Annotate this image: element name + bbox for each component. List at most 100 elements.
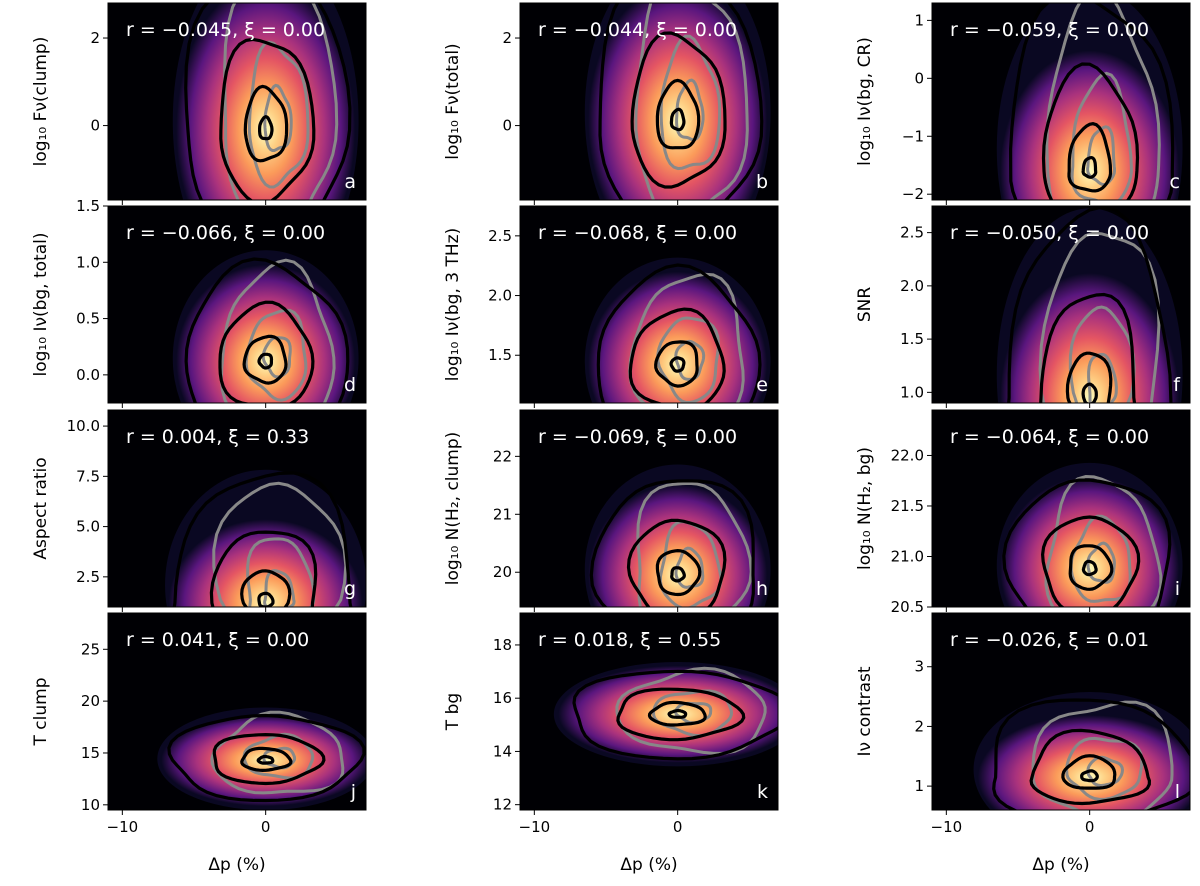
- data-contour: [654, 340, 699, 388]
- axes-frame: [519, 205, 779, 404]
- ytick-label: 0.0: [76, 366, 100, 384]
- data-contour: [630, 31, 727, 189]
- correlation-annotation: r = 0.041, ξ = 0.00: [126, 629, 309, 651]
- y-axis-label: SNR: [855, 287, 875, 323]
- data-contour: [218, 300, 315, 403]
- ytick-label: 1: [914, 777, 924, 795]
- panel-c: 1 0 −1 −2 log₁₀ Iν(bg, CR) r = −0.059, ξ = 0.…: [855, 2, 1191, 205]
- x-axis-label: Δp (%): [208, 855, 265, 875]
- data-contour: [628, 307, 726, 403]
- axes-frame: [931, 409, 1191, 608]
- ytick-label: 1.5: [900, 330, 924, 348]
- ytick-label: 20: [493, 563, 512, 581]
- density-map: [973, 691, 1190, 810]
- data-contour: [243, 84, 289, 163]
- data-contour: [1065, 351, 1113, 403]
- axes-frame: [519, 2, 779, 201]
- axes-frame: [107, 612, 367, 811]
- model-contour: [1045, 3, 1161, 200]
- model-contour: [263, 569, 296, 607]
- ytick-label: 21.5: [891, 497, 924, 515]
- y-axis-label: log₁₀ N(H₂, clump): [443, 432, 463, 586]
- xtick-label: 0: [261, 818, 271, 836]
- ytick-label: −2: [902, 185, 924, 203]
- correlation-annotation: r = −0.069, ξ = 0.00: [538, 426, 737, 448]
- model-contour: [246, 537, 316, 607]
- correlation-annotation: r = −0.050, ξ = 0.00: [950, 222, 1149, 244]
- y-axis-label: Aspect ratio: [31, 457, 51, 559]
- ytick-label: 2: [90, 29, 100, 47]
- panel-letter: f: [1173, 374, 1181, 396]
- ytick-label: 22.0: [891, 446, 924, 464]
- data-contour: [1081, 382, 1098, 403]
- panel-letter: b: [756, 171, 768, 193]
- data-contour: [240, 569, 292, 607]
- panel-letter: k: [757, 781, 768, 803]
- model-contour: [658, 520, 723, 607]
- data-contour: [1081, 559, 1098, 577]
- data-contour: [167, 713, 366, 803]
- ytick-label: 15: [81, 744, 100, 762]
- ytick-label: 12: [493, 796, 512, 814]
- xtick-label: −10: [519, 818, 551, 836]
- ytick-label: 25: [81, 640, 100, 658]
- ytick-label: 1.0: [76, 253, 100, 271]
- data-contour: [257, 591, 275, 607]
- correlation-annotation: r = 0.004, ξ = 0.33: [126, 426, 309, 448]
- axes-frame: [107, 2, 367, 201]
- data-contour: [655, 78, 701, 150]
- data-contour: [667, 709, 688, 719]
- ytick-label: 3: [914, 658, 924, 676]
- panel-i: 22.0 21.5 21.0 20.5 log₁₀ N(H₂, bg) r = −0.06…: [855, 409, 1191, 616]
- axes-frame: [519, 409, 779, 608]
- y-axis-label: log₁₀ N(H₂, bg): [855, 447, 875, 570]
- data-contour: [1007, 206, 1173, 403]
- data-contour: [219, 37, 316, 200]
- axes-frame: [107, 205, 367, 404]
- density-map: [553, 661, 778, 767]
- ytick-label: −1: [902, 127, 924, 145]
- ytick-label: 2: [502, 29, 512, 47]
- model-contour: [212, 481, 348, 607]
- ytick-label: 1.0: [900, 383, 924, 401]
- ytick-label: 2.0: [900, 277, 924, 295]
- data-contour: [1041, 62, 1140, 200]
- data-contour: [596, 263, 762, 403]
- ytick-label: 21.0: [891, 547, 924, 565]
- y-axis-label: T clump: [31, 678, 51, 747]
- panel-letter: d: [344, 374, 356, 396]
- panel-f: 2.5 2.0 1.5 1.0 SNR r = −0.050, ξ = 0.00 f: [855, 205, 1191, 408]
- correlation-annotation: r = −0.066, ξ = 0.00: [126, 222, 325, 244]
- data-contour: [1040, 515, 1141, 607]
- data-contour: [1039, 292, 1137, 403]
- ytick-label: 1.5: [76, 197, 100, 215]
- model-contour: [1086, 541, 1116, 584]
- xtick-label: −10: [107, 818, 139, 836]
- ytick-label: 10.0: [67, 417, 100, 435]
- panel-letter: a: [344, 171, 356, 193]
- x-axis-label: Δp (%): [1032, 855, 1089, 875]
- data-contour: [655, 548, 702, 597]
- axes-frame: [931, 205, 1191, 404]
- panel-letter: i: [1175, 578, 1180, 600]
- data-contour: [1068, 544, 1114, 591]
- correlation-annotation: r = −0.045, ξ = 0.00: [126, 19, 325, 41]
- panel-letter: c: [1170, 171, 1180, 193]
- ytick-label: 21: [493, 505, 512, 523]
- data-contour: [257, 352, 274, 370]
- ytick-label: 22: [493, 447, 512, 465]
- data-contour: [258, 115, 274, 141]
- model-contour: [674, 546, 705, 589]
- panel-letter: h: [756, 578, 768, 600]
- model-contour: [1044, 474, 1163, 607]
- panel-letter: g: [344, 578, 356, 600]
- y-axis-label: log₁₀ Fν(total): [443, 43, 463, 159]
- data-contour: [242, 334, 288, 385]
- data-contour: [256, 754, 275, 765]
- xtick-label: −10: [931, 818, 963, 836]
- data-contour: [1067, 122, 1113, 193]
- panel-letter: j: [350, 781, 356, 803]
- panel-a: 2 0 log₁₀ Fν(clump) r = −0.045, ξ = 0.00 a: [31, 2, 367, 205]
- panel-letter: l: [1175, 781, 1180, 803]
